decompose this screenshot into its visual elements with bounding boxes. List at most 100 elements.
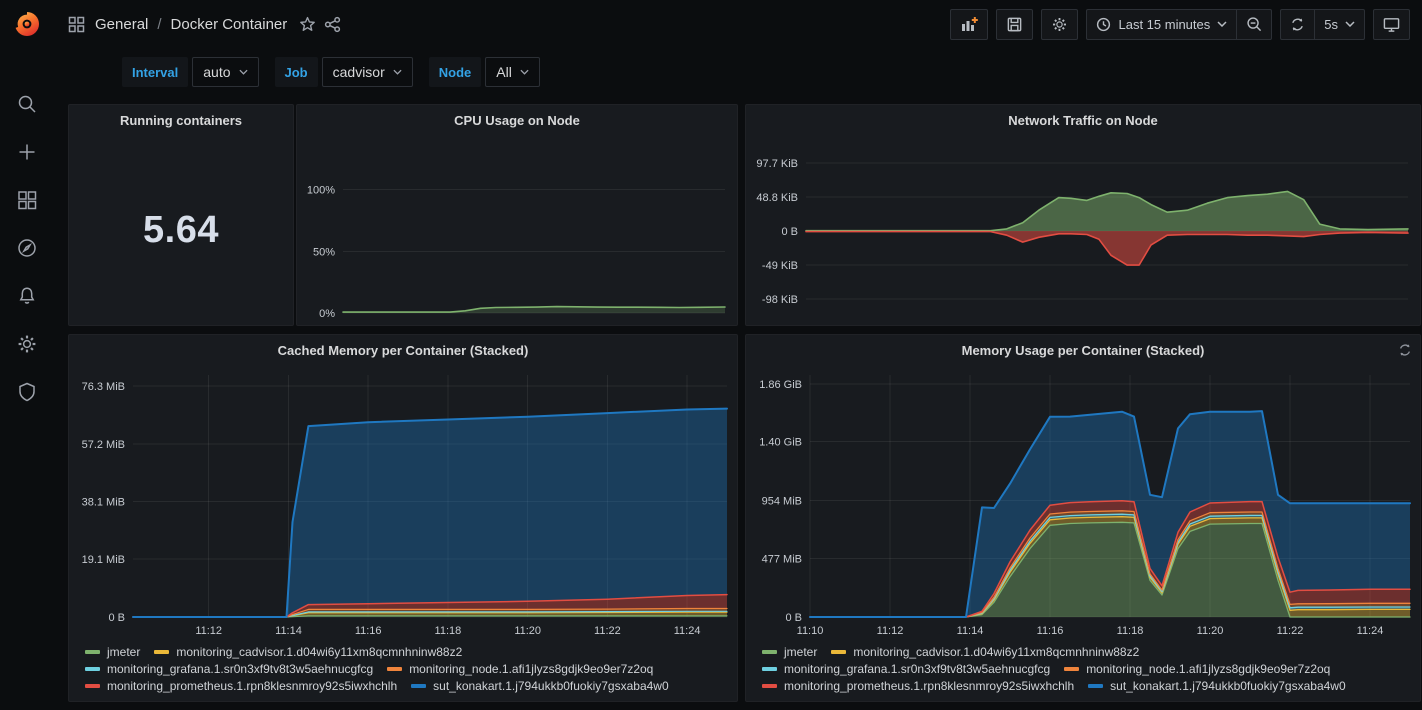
variable-interval-label: Interval: [122, 57, 189, 87]
sidebar-item-create[interactable]: [7, 139, 47, 165]
variable-interval-value[interactable]: auto: [192, 57, 259, 87]
refresh-button[interactable]: [1280, 8, 1315, 40]
variables-bar: Interval auto Job cadvisor Node All: [54, 48, 1422, 96]
sidebar-item-alerting[interactable]: [7, 283, 47, 309]
compass-icon: [18, 239, 36, 257]
variable-node-label: Node: [428, 57, 482, 87]
share-icon: [325, 16, 341, 32]
chart-legend: jmeter monitoring_cadvisor.1.d04wi6y11xm8…: [746, 643, 1420, 701]
time-picker-group: Last 15 minutes: [1086, 8, 1273, 40]
svg-text:11:12: 11:12: [195, 625, 222, 637]
panel-title: Cached Memory per Container (Stacked): [277, 342, 529, 358]
svg-text:11:14: 11:14: [957, 625, 984, 637]
svg-text:0 B: 0 B: [781, 226, 798, 238]
panel-header[interactable]: Network Traffic on Node: [746, 105, 1420, 135]
legend-item[interactable]: monitoring_node.1.afi1jlyzs8gdjk9eo9er7z…: [387, 662, 653, 676]
variable-job-value[interactable]: cadvisor: [321, 57, 413, 87]
save-icon: [1008, 17, 1022, 31]
panel-cpu-usage: CPU Usage on Node 0% 50% 100%: [296, 104, 738, 326]
legend-item[interactable]: monitoring_grafana.1.sr0n3xf9tv8t3w5aehn…: [85, 662, 373, 676]
legend-item[interactable]: sut_konakart.1.j794ukkb0fuokiy7gsxaba4w0: [1088, 679, 1346, 693]
chevron-down-icon: [520, 69, 529, 75]
svg-text:11:24: 11:24: [1357, 625, 1384, 637]
time-range-button[interactable]: Last 15 minutes: [1086, 8, 1237, 40]
svg-text:97.7 KiB: 97.7 KiB: [756, 158, 798, 170]
panel-title: Memory Usage per Container (Stacked): [961, 342, 1205, 358]
legend-series-name: sut_konakart.1.j794ukkb0fuokiy7gsxaba4w0: [433, 679, 669, 693]
refresh-interval-button[interactable]: 5s: [1314, 8, 1365, 40]
legend-item[interactable]: sut_konakart.1.j794ukkb0fuokiy7gsxaba4w0: [411, 679, 669, 693]
legend-item[interactable]: monitoring_prometheus.1.rpn8klesnmroy92s…: [85, 679, 397, 693]
panel-refresh-icon[interactable]: [1398, 343, 1412, 357]
legend-swatch: [411, 684, 427, 688]
svg-text:50%: 50%: [313, 246, 335, 258]
legend-series-name: sut_konakart.1.j794ukkb0fuokiy7gsxaba4w0: [1110, 679, 1346, 693]
svg-text:11:16: 11:16: [355, 625, 382, 637]
cached-memory-chart[interactable]: 11:12 11:14 11:16 11:18 11:20 11:22 11:24 0 B 19…: [69, 365, 737, 643]
network-traffic-chart[interactable]: 97.7 KiB 48.8 KiB 0 B -49 KiB -98 KiB: [746, 135, 1420, 325]
variable-node: Node All: [428, 57, 540, 87]
legend-item[interactable]: monitoring_cadvisor.1.d04wi6y11xm8qcmnhn…: [154, 645, 462, 659]
cpu-usage-chart[interactable]: 0% 50% 100%: [297, 135, 737, 325]
legend-item[interactable]: monitoring_grafana.1.sr0n3xf9tv8t3w5aehn…: [762, 662, 1050, 676]
legend-swatch: [831, 650, 847, 654]
legend-item[interactable]: monitoring_cadvisor.1.d04wi6y11xm8qcmnhn…: [831, 645, 1139, 659]
svg-text:11:22: 11:22: [1277, 625, 1304, 637]
legend-series-name: monitoring_prometheus.1.rpn8klesnmroy92s…: [107, 679, 398, 693]
dashboard-title: Docker Container: [170, 15, 288, 33]
zoom-out-button[interactable]: [1236, 8, 1273, 40]
grafana-logo[interactable]: [0, 0, 54, 47]
variable-node-value[interactable]: All: [485, 57, 540, 87]
save-dashboard-button[interactable]: [996, 8, 1034, 40]
svg-text:11:16: 11:16: [1037, 625, 1064, 637]
legend-item[interactable]: monitoring_prometheus.1.rpn8klesnmroy92s…: [762, 679, 1074, 693]
svg-text:11:12: 11:12: [877, 625, 904, 637]
sidebar-item-configuration[interactable]: [7, 331, 47, 357]
search-icon: [18, 95, 36, 113]
sidebar-item-search[interactable]: [7, 91, 47, 117]
breadcrumb-section[interactable]: General: [95, 15, 149, 33]
settings-gear-icon: [1053, 17, 1067, 31]
panel-header[interactable]: Memory Usage per Container (Stacked): [746, 335, 1420, 365]
svg-text:1.86 GiB: 1.86 GiB: [759, 379, 802, 391]
legend-series-name: monitoring_grafana.1.sr0n3xf9tv8t3w5aehn…: [784, 662, 1051, 676]
legend-series-name: monitoring_cadvisor.1.d04wi6y11xm8qcmnhn…: [176, 645, 463, 659]
dashboards-grid-icon: [18, 191, 37, 210]
share-button[interactable]: [320, 12, 345, 37]
sidebar-item-explore[interactable]: [7, 235, 47, 261]
svg-text:-98 KiB: -98 KiB: [762, 294, 798, 306]
legend-swatch: [1088, 684, 1104, 688]
legend-item[interactable]: jmeter: [762, 645, 817, 659]
sidebar-item-dashboards[interactable]: [7, 187, 47, 213]
svg-text:19.1 MiB: 19.1 MiB: [82, 554, 125, 566]
legend-series-name: monitoring_cadvisor.1.d04wi6y11xm8qcmnhn…: [853, 645, 1140, 659]
legend-swatch: [1064, 667, 1080, 671]
memory-usage-chart[interactable]: 11:10 11:12 11:14 11:16 11:18 11:20 11:22 11:24…: [746, 365, 1420, 643]
legend-swatch: [85, 684, 100, 688]
legend-item[interactable]: monitoring_node.1.afi1jlyzs8gdjk9eo9er7z…: [1064, 662, 1330, 676]
variable-job: Job cadvisor: [274, 57, 413, 87]
zoom-out-icon: [1247, 17, 1262, 32]
panel-network-traffic: Network Traffic on Node 97.7 KiB 48.8 KiB…: [745, 104, 1421, 326]
panel-header[interactable]: Cached Memory per Container (Stacked): [69, 335, 737, 365]
legend-item[interactable]: jmeter: [85, 645, 140, 659]
panel-header[interactable]: Running containers: [69, 105, 293, 135]
add-panel-icon: [962, 17, 979, 31]
legend-series-name: monitoring_node.1.afi1jlyzs8gdjk9eo9er7z…: [409, 662, 654, 676]
panel-running-containers: Running containers 5.64: [68, 104, 294, 326]
svg-text:11:14: 11:14: [275, 625, 302, 637]
tv-mode-button[interactable]: [1373, 8, 1410, 40]
variable-interval: Interval auto: [122, 57, 259, 87]
panel-cached-memory: Cached Memory per Container (Stacked) 11…: [68, 334, 738, 702]
svg-text:38.1 MiB: 38.1 MiB: [82, 497, 125, 509]
tv-monitor-icon: [1383, 17, 1400, 32]
svg-text:100%: 100%: [307, 185, 335, 197]
chevron-down-icon: [393, 69, 402, 75]
panel-header[interactable]: CPU Usage on Node: [297, 105, 737, 135]
svg-text:11:20: 11:20: [1197, 625, 1224, 637]
star-button[interactable]: [295, 12, 320, 37]
refresh-group: 5s: [1280, 8, 1365, 40]
dashboard-settings-button[interactable]: [1041, 8, 1079, 40]
sidebar-item-server-admin[interactable]: [7, 379, 47, 405]
add-panel-button[interactable]: [950, 8, 989, 40]
